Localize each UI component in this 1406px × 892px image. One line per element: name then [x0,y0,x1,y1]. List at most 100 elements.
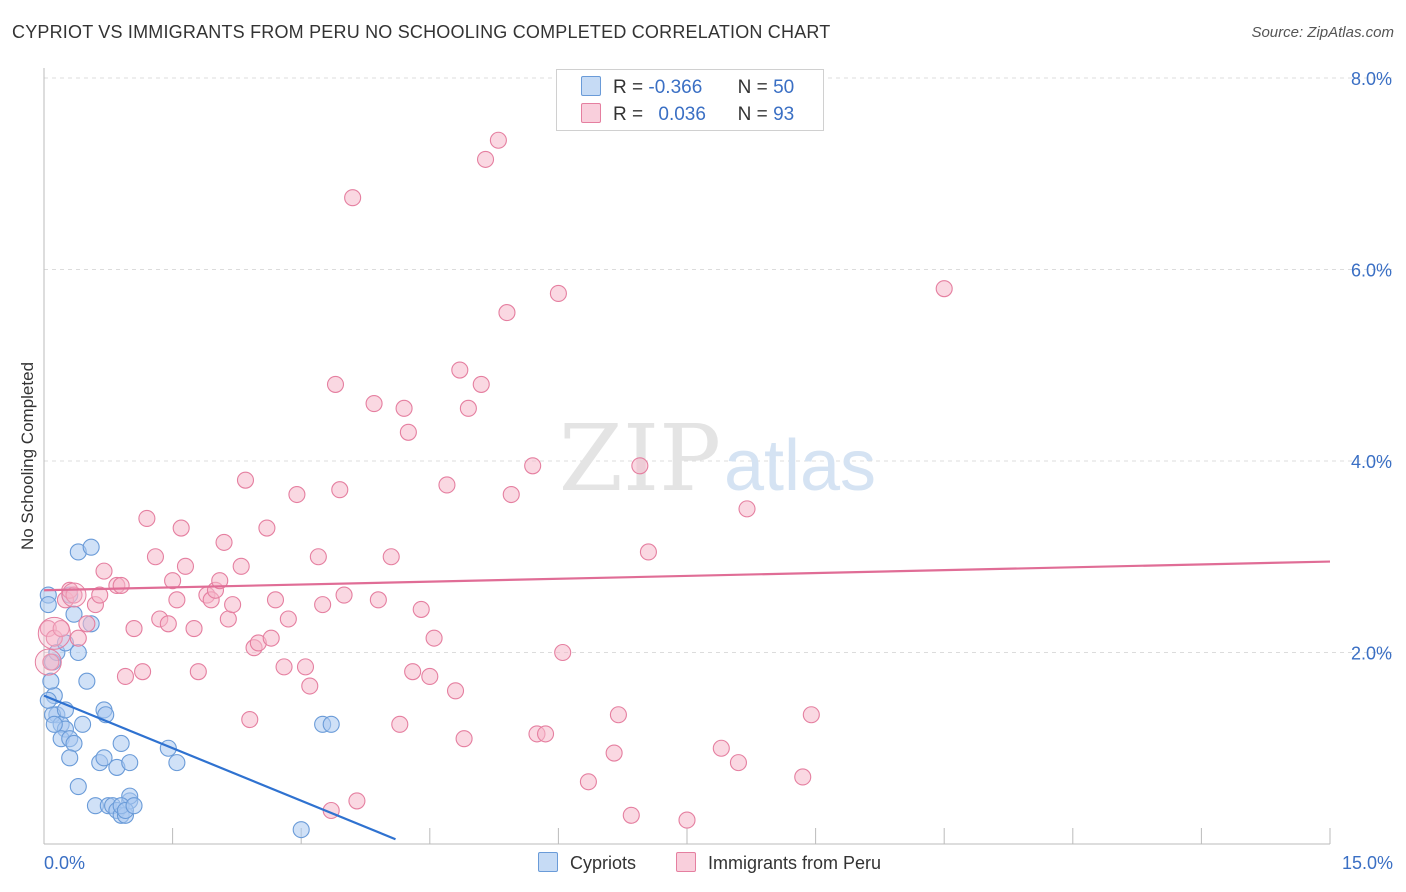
data-point [802,706,820,724]
data-point [159,615,177,633]
trend-line-peru [43,560,1331,592]
source-label: Source: ZipAtlas.com [1251,24,1394,41]
data-point [275,658,293,676]
data-point [146,548,165,566]
data-point [224,596,242,614]
data-point [82,538,100,556]
data-point [185,620,203,638]
data-point [125,797,143,815]
bottom-legend-cypriots: Cypriots [538,852,636,874]
data-point [42,672,60,690]
data-point-cluster [61,582,87,608]
data-point [65,605,83,623]
data-point [45,715,63,733]
data-point [219,610,237,628]
data-point [95,749,113,767]
data-point [65,586,83,604]
legend-swatch-peru [581,103,601,123]
data-point [472,375,490,393]
data-point [605,744,623,762]
data-point [631,457,649,475]
data-point [678,811,696,829]
tick-labels: 2.0% 4.0% 6.0% 8.0% 0.0% 15.0% [44,69,1393,873]
data-point [121,754,139,772]
data-point [211,572,229,590]
data-point [451,361,469,379]
legend-r-value: -0.366 [648,77,703,98]
data-point [524,457,542,475]
data-point [65,734,83,753]
data-point [189,663,207,681]
data-point [498,304,516,322]
data-point [369,591,387,609]
data-point [729,754,747,772]
data-point [326,375,345,393]
data-point [365,394,383,413]
data-point-cluster [34,648,62,676]
watermark-atlas: atlas [724,426,876,506]
data-point [489,131,507,149]
legend-row-cypriots: R = -0.366 N = 50 [581,76,794,100]
data-point [412,600,430,618]
data-point [172,519,190,537]
watermark: ZIP atlas [559,405,876,512]
data-point [112,576,130,595]
data-point [348,792,366,810]
data-point [554,643,572,662]
bottom-legend-label-cypriots: Cypriots [570,853,637,873]
data-point [331,481,349,499]
trend-lines [43,560,1331,841]
data-point [78,615,96,633]
data-point [125,620,143,638]
y-tick-label: 4.0% [1351,452,1392,472]
data-point [459,399,477,417]
data-point [579,773,597,791]
data-point [794,768,812,786]
data-point [69,643,87,662]
data-point [344,189,362,207]
legend-n-label: N = [737,104,768,125]
data-point [232,557,250,575]
data-point [309,548,327,566]
data-point [91,586,109,604]
data-point [69,629,87,647]
data-point [438,476,456,494]
data-point [399,423,417,441]
series-peru [39,131,953,829]
data-point [292,821,310,839]
data-point [425,629,443,647]
gridlines [44,77,1392,653]
data-point [116,667,134,685]
bottom-legend-swatch-cypriots [538,852,558,872]
data-point [176,557,195,575]
data-point [241,710,259,729]
data-point [391,715,409,733]
data-point [622,806,640,824]
data-point [395,399,413,417]
data-point [168,591,186,609]
data-point [536,725,555,743]
data-point [236,471,255,489]
data-point [95,562,113,580]
data-point [314,596,332,614]
data-point [134,663,152,681]
data-point [935,280,953,298]
legend-row-peru: R = 0.036 N = 93 [581,103,794,127]
y-tick-label: 2.0% [1351,644,1392,664]
legend-r-value: 0.036 [658,104,706,125]
data-point [61,749,79,767]
data-point [421,667,439,685]
data-point [215,533,233,551]
legend-r-label: R = [613,104,644,125]
trend-line-cypriots [43,694,396,841]
x-tick-label-min: 0.0% [44,853,85,873]
data-point [168,754,186,772]
y-axis-label: No Schooling Completed [18,361,37,551]
data-point [549,284,567,302]
data-point [279,610,297,628]
data-point [138,509,156,528]
data-point [738,500,756,518]
data-point [39,596,57,614]
bottom-legend-label-peru: Immigrants from Peru [708,853,882,873]
